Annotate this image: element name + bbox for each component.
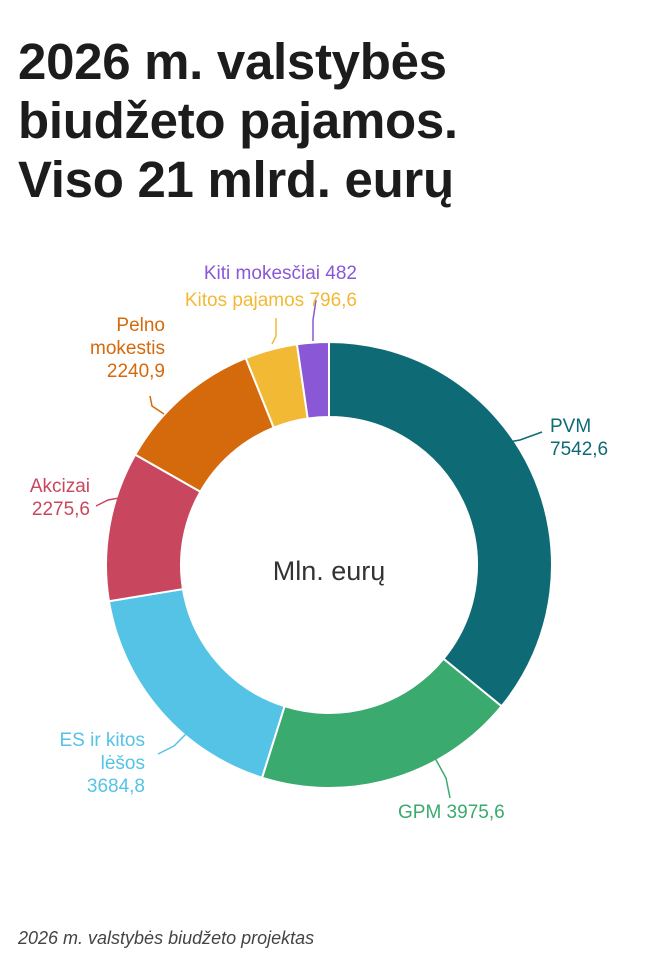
slice-label-1: GPM 3975,6: [398, 802, 505, 823]
leader-line-6: [312, 299, 317, 341]
slice-label-0-line-0: PVM: [550, 416, 591, 437]
slice-label-5-line-0: Kitos pajamos 796,6: [185, 290, 357, 311]
center-label: Mln. eurų: [273, 556, 386, 586]
slice-label-3-line-0: Akcizai: [30, 476, 90, 497]
title-line-2: biudžeto pajamos.: [18, 92, 458, 149]
slice-label-3-line-1: 2275,6: [32, 499, 90, 520]
slice-label-4: Pelno mokestis 2240,9: [90, 315, 165, 382]
leader-line-1: [434, 757, 451, 799]
slice-label-6: Kiti mokesčiai 482: [204, 263, 357, 284]
donut-slice-6: [295, 340, 330, 420]
slice-label-2-line-2: 3684,8: [87, 776, 145, 797]
donut-slice-0: [328, 340, 553, 708]
slice-label-5: Kitos pajamos 796,6: [185, 290, 357, 311]
slice-label-0: PVM 7542,6: [550, 416, 608, 460]
slice-label-2-line-1: lėšos: [101, 753, 145, 774]
slice-label-1-line-0: GPM 3975,6: [398, 802, 505, 823]
slice-label-2-line-0: ES ir kitos: [59, 730, 145, 751]
title-line-3: Viso 21 mlrd. eurų: [18, 151, 454, 208]
slice-label-4-line-0: Pelno: [116, 315, 165, 336]
slice-label-6-line-0: Kiti mokesčiai 482: [204, 263, 357, 284]
chart-title: 2026 m. valstybės biudžeto pajamos. Viso…: [18, 32, 638, 209]
slice-label-3: Akcizai 2275,6: [30, 476, 90, 520]
leader-line-0: [497, 431, 543, 445]
source-note: 2026 m. valstybės biudžeto projektas: [18, 928, 315, 948]
leader-line-5: [271, 318, 277, 345]
leader-line-2: [157, 733, 187, 755]
leader-line-3: [95, 495, 131, 507]
donut-slice-1: [260, 657, 503, 789]
slice-label-4-line-1: mokestis: [90, 338, 165, 359]
slice-label-0-line-1: 7542,6: [550, 439, 608, 460]
title-line-1: 2026 m. valstybės: [18, 33, 447, 90]
slice-label-4-line-2: 2240,9: [107, 361, 165, 382]
leader-line-4: [149, 395, 165, 415]
slice-label-2: ES ir kitos lėšos 3684,8: [59, 730, 145, 797]
